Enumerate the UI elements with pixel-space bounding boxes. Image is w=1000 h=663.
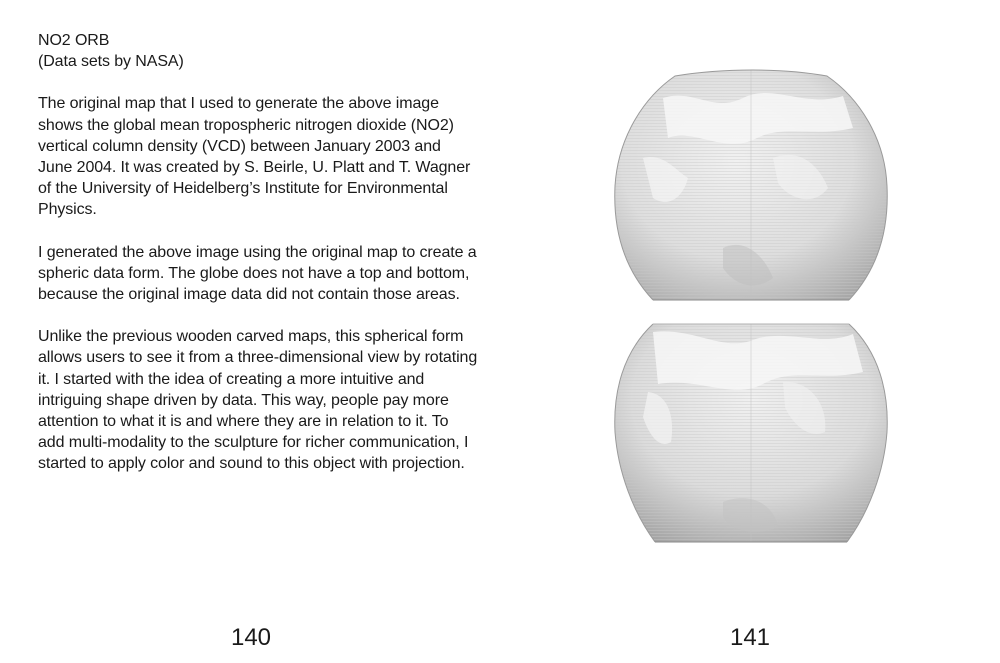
page-number-left: 140	[230, 624, 272, 651]
heading: NO2 ORB (Data sets by NASA)	[38, 30, 478, 72]
text-block: NO2 ORB (Data sets by NASA) The original…	[38, 30, 478, 496]
orb-image-top	[614, 69, 888, 301]
right-page: 141	[500, 0, 1000, 663]
paragraph-1: The original map that I used to generate…	[38, 95, 471, 219]
left-page: NO2 ORB (Data sets by NASA) The original…	[38, 30, 478, 651]
paragraph-2: I generated the above image using the or…	[38, 243, 477, 304]
subtitle: (Data sets by NASA)	[38, 53, 184, 71]
paragraph-3: Unlike the previous wooden carved maps, …	[38, 328, 478, 473]
orb-image-bottom	[614, 323, 888, 543]
page-number-right: 141	[729, 624, 771, 651]
title: NO2 ORB	[38, 32, 110, 49]
